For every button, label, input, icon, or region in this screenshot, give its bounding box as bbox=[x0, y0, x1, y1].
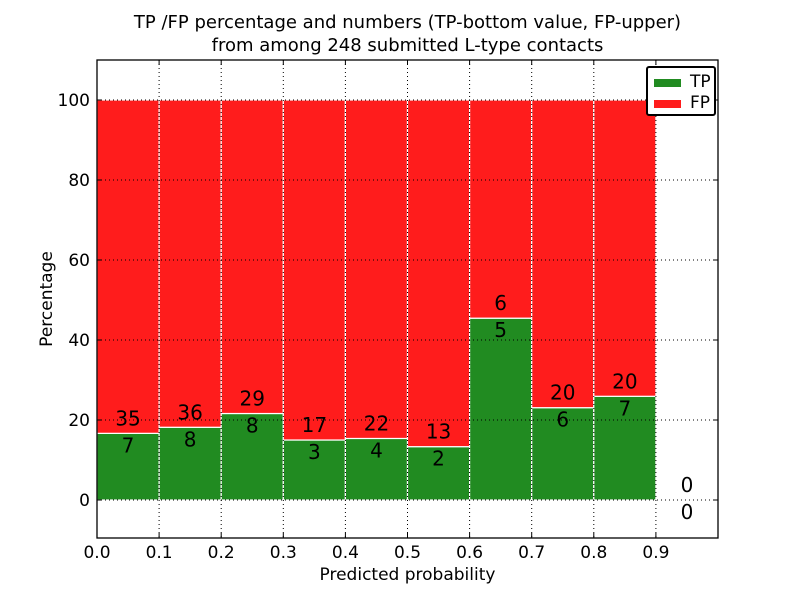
fp-bar bbox=[96, 99, 160, 434]
x-tick-label: 0.2 bbox=[208, 543, 235, 563]
fp-count-label: 22 bbox=[364, 411, 389, 435]
fp-count-label: 20 bbox=[612, 369, 637, 393]
fp-count-label: 29 bbox=[240, 387, 265, 411]
legend-label-fp: FP bbox=[690, 93, 711, 113]
y-tick-label: 80 bbox=[68, 171, 90, 191]
x-tick-label: 0.6 bbox=[456, 543, 483, 563]
tp-bar bbox=[531, 407, 595, 501]
fp-count-label: 13 bbox=[426, 420, 451, 444]
y-tick-label: 40 bbox=[68, 331, 90, 351]
y-tick-label: 100 bbox=[58, 91, 90, 111]
tp-count-label: 0 bbox=[681, 500, 694, 524]
tp-bar bbox=[96, 432, 160, 501]
tp-bar bbox=[282, 439, 346, 501]
fp-count-label: 36 bbox=[177, 400, 202, 424]
tp-count-label: 7 bbox=[618, 396, 631, 420]
fp-bar bbox=[406, 99, 471, 448]
legend-entry-tp: TP bbox=[654, 72, 714, 93]
legend-label-tp: TP bbox=[690, 72, 711, 92]
tp-count-label: 5 bbox=[494, 318, 507, 342]
legend: TP FP bbox=[646, 66, 716, 116]
fp-bar bbox=[158, 99, 222, 428]
x-tick-label: 0.8 bbox=[580, 543, 607, 563]
y-tick-label: 0 bbox=[79, 491, 90, 511]
chart-title: TP /FP percentage and numbers (TP-bottom… bbox=[97, 11, 718, 57]
tp-count-label: 8 bbox=[184, 427, 197, 451]
chart-title-line2: from among 248 submitted L-type contacts bbox=[211, 35, 604, 56]
x-tick-label: 0.7 bbox=[518, 543, 545, 563]
y-tick-label: 20 bbox=[68, 411, 90, 431]
x-axis-label: Predicted probability bbox=[319, 565, 496, 585]
x-tick-label: 0.4 bbox=[332, 543, 359, 563]
x-tick-label: 0.3 bbox=[270, 543, 297, 563]
x-tick-label: 0.1 bbox=[146, 543, 173, 563]
tp-count-label: 6 bbox=[556, 408, 569, 432]
fp-count-label: 17 bbox=[302, 413, 327, 437]
fp-count-label: 35 bbox=[115, 406, 140, 430]
tp-count-label: 4 bbox=[370, 438, 383, 462]
fp-bar bbox=[282, 99, 346, 441]
fp-count-label: 0 bbox=[681, 473, 694, 497]
legend-entry-fp: FP bbox=[654, 93, 714, 114]
fp-swatch-icon bbox=[654, 99, 681, 108]
x-tick-label: 0.0 bbox=[83, 543, 110, 563]
fp-count-label: 6 bbox=[494, 291, 507, 315]
y-tick-label: 60 bbox=[68, 251, 90, 271]
tp-count-label: 7 bbox=[122, 433, 135, 457]
x-tick-label: 0.5 bbox=[394, 543, 421, 563]
plot-border bbox=[96, 59, 719, 539]
fp-bar bbox=[531, 99, 595, 409]
tp-count-label: 8 bbox=[246, 414, 259, 438]
fp-bar bbox=[344, 99, 409, 440]
tp-bar bbox=[469, 317, 533, 501]
fp-bar bbox=[593, 99, 657, 397]
tp-count-label: 2 bbox=[432, 447, 445, 471]
tp-bar bbox=[158, 426, 222, 501]
tp-bar bbox=[344, 437, 409, 501]
x-tick-label: 0.9 bbox=[642, 543, 669, 563]
fp-count-label: 20 bbox=[550, 381, 575, 405]
y-axis-label: Percentage bbox=[37, 251, 57, 347]
tp-count-label: 3 bbox=[308, 440, 321, 464]
tp-bar bbox=[593, 395, 657, 501]
fp-bar bbox=[220, 99, 284, 415]
fp-bar bbox=[469, 99, 533, 319]
chart-title-line1: TP /FP percentage and numbers (TP-bottom… bbox=[133, 12, 682, 33]
tp-swatch-icon bbox=[654, 78, 681, 87]
